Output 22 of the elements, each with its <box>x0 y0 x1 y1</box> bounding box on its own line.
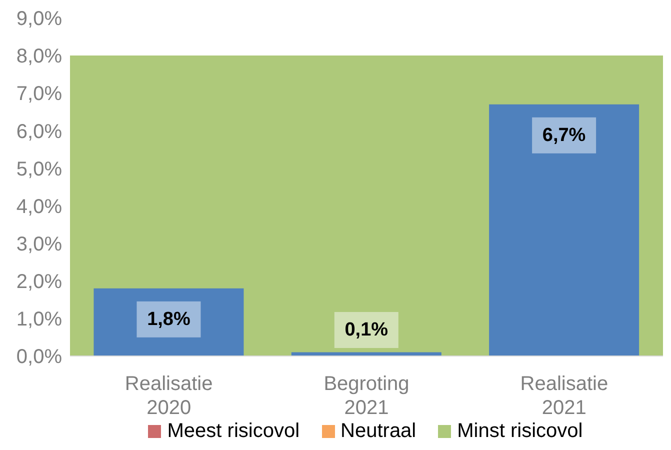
y-tick-label: 6,0% <box>16 120 62 143</box>
data-label: 1,8% <box>147 308 190 330</box>
legend-label: Meest risicovol <box>167 420 300 443</box>
y-tick-label: 8,0% <box>16 46 62 68</box>
bar <box>489 104 640 356</box>
legend-label: Minst risicovol <box>457 420 583 443</box>
y-tick-label: 9,0% <box>16 8 62 30</box>
y-tick-label: 1,0% <box>16 308 62 331</box>
data-label: 6,7% <box>542 124 586 146</box>
y-tick-label: 4,0% <box>16 196 62 218</box>
y-tick-label: 3,0% <box>16 233 62 256</box>
y-tick-label: 7,0% <box>16 83 62 106</box>
y-tick-label: 0,0% <box>16 346 62 368</box>
x-tick-label: Begroting 2021 <box>324 373 410 419</box>
x-tick-label: Realisatie 2020 <box>124 373 213 419</box>
data-label: 0,1% <box>344 320 388 340</box>
y-tick-label: 5,0% <box>16 158 62 180</box>
y-tick-label: 2,0% <box>16 270 62 293</box>
legend-label: Neutraal <box>340 420 416 443</box>
bar <box>291 352 442 356</box>
x-tick-label: Realisatie 2021 <box>520 373 608 419</box>
bar <box>94 288 244 356</box>
